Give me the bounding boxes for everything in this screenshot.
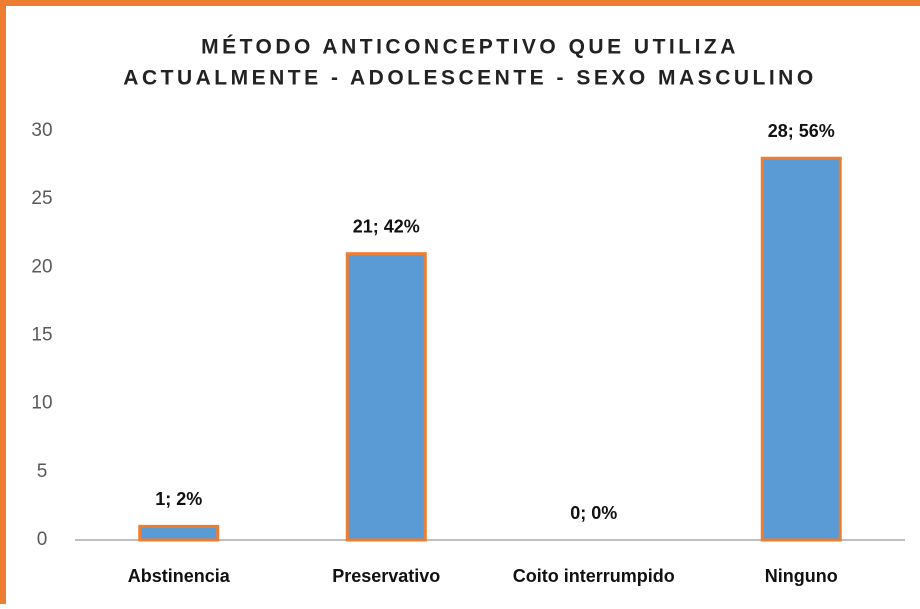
y-tick-label: 0: [37, 529, 48, 550]
y-tick-label: 30: [31, 120, 52, 141]
data-label: 21; 42%: [353, 216, 420, 236]
bar: [138, 524, 220, 542]
data-label: 1; 2%: [155, 489, 202, 509]
x-tick-label: Ninguno: [765, 566, 838, 586]
y-tick-label: 10: [31, 393, 52, 414]
data-label: 28; 56%: [768, 121, 835, 141]
y-tick-label: 25: [31, 188, 52, 209]
chart-title: ACTUALMENTE - ADOLESCENTE - SEXO MASCULI…: [123, 67, 816, 90]
x-tick-label: Preservativo: [332, 566, 440, 586]
bar: [345, 252, 427, 542]
y-tick-label: 5: [37, 461, 48, 482]
x-tick-label: Abstinencia: [128, 566, 231, 586]
y-tick-label: 20: [31, 256, 52, 277]
bar: [760, 156, 842, 542]
chart-title: MÉTODO ANTICONCEPTIVO QUE UTILIZA: [201, 36, 739, 59]
data-label: 0; 0%: [570, 503, 617, 523]
y-tick-label: 15: [31, 325, 52, 346]
x-tick-label: Coito interrumpido: [513, 566, 675, 586]
